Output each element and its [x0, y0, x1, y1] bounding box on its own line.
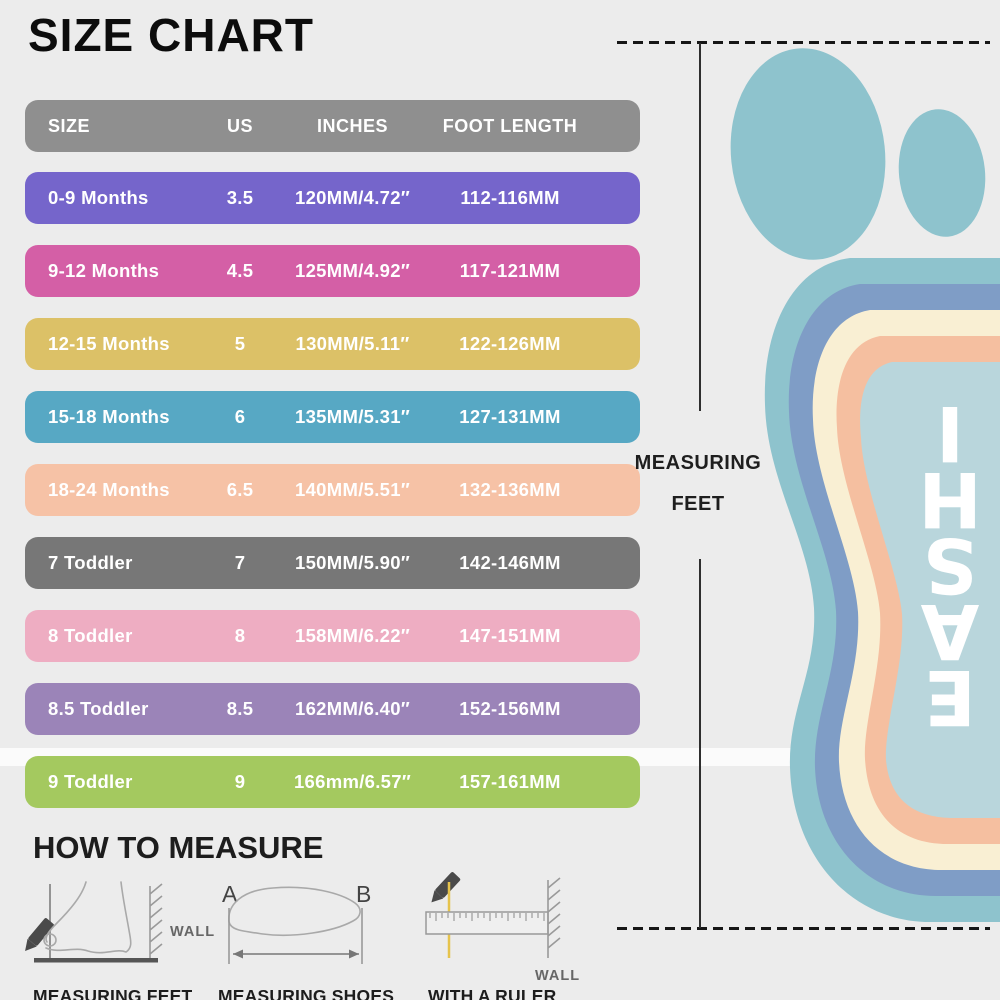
point-a-label: A: [222, 881, 238, 907]
foot-length-cell: 127-131MM: [459, 406, 561, 427]
wall-hatch-icon: [547, 877, 561, 958]
size-cell: 0-9 Months: [48, 187, 149, 208]
wall-hatch-icon: [149, 883, 163, 960]
inches-cell: 140MM/5.51″: [295, 479, 410, 500]
table-row: 8 Toddler 8 158MM/6.22″ 147-151MM: [25, 610, 640, 662]
pencil-icon: [431, 872, 461, 903]
us-cell: 8.5: [226, 698, 254, 719]
foot-length-cell: 122-126MM: [459, 333, 561, 354]
caption-with-a-ruler: WITH A RULER: [428, 986, 557, 1000]
inches-cell: 125MM/4.92″: [295, 260, 410, 281]
big-toe-shape: [730, 48, 886, 260]
second-toe-shape: [898, 109, 986, 237]
us-cell: 3.5: [226, 187, 254, 208]
size-cell: 15-18 Months: [48, 406, 170, 427]
pencil-icon: [25, 918, 54, 952]
foot-length-cell: 132-136MM: [459, 479, 561, 500]
ruler-illustration: WALL: [425, 872, 580, 984]
us-cell: 4.5: [226, 260, 254, 281]
foot-length-cell: 112-116MM: [460, 187, 560, 208]
ground-line: [34, 958, 158, 963]
table-row: 8.5 Toddler 8.5 162MM/6.40″ 152-156MM: [25, 683, 640, 735]
inches-cell: 162MM/6.40″: [295, 698, 410, 719]
size-cell: 18-24 Months: [48, 479, 170, 500]
table-row: 12-15 Months 5 130MM/5.11″ 122-126MM: [25, 318, 640, 370]
wall-label-2: WALL: [535, 968, 580, 984]
ruler-icon: [425, 911, 549, 935]
us-cell: 7: [234, 552, 246, 573]
header-inches: INCHES: [316, 115, 388, 136]
header-size: SIZE: [48, 115, 91, 136]
how-to-measure-heading: HOW TO MEASURE: [33, 830, 324, 865]
dashed-line-top: [617, 41, 990, 44]
size-cell: 8.5 Toddler: [48, 698, 149, 719]
header-us: US: [226, 115, 253, 136]
measuring-shoes-illustration: A B: [222, 881, 371, 964]
inches-cell: 135MM/5.31″: [295, 406, 410, 427]
table-row: 9 Toddler 9 166mm/6.57″ 157-161MM: [25, 756, 640, 808]
table-header: SIZE US INCHES FOOT LENGTH: [25, 100, 640, 152]
ruler-ticks: [429, 913, 545, 921]
dashed-line-bottom: [617, 927, 990, 930]
table-row: 0-9 Months 3.5 120MM/4.72″ 112-116MM: [25, 172, 640, 224]
size-cell: 8 Toddler: [48, 625, 133, 646]
us-cell: 5: [234, 333, 246, 354]
size-cell: 9 Toddler: [48, 771, 133, 792]
caption-measuring-shoes: MEASURING SHOES: [218, 986, 395, 1000]
measuring-feet-note-line1: MEASURING: [634, 452, 762, 474]
us-cell: 6.5: [226, 479, 254, 500]
size-cell: 7 Toddler: [48, 552, 133, 573]
header-foot-length: FOOT LENGTH: [442, 115, 578, 136]
table-row: 7 Toddler 7 150MM/5.90″ 142-146MM: [25, 537, 640, 589]
shoe-outline-sketch: [228, 886, 361, 937]
inches-cell: 166mm/6.57″: [293, 771, 412, 792]
foot-length-cell: 157-161MM: [459, 771, 561, 792]
size-table-rows: 0-9 Months 3.5 120MM/4.72″ 112-116MM 9-1…: [25, 172, 640, 829]
inches-cell: 158MM/6.22″: [295, 625, 410, 646]
foot-illustration: [730, 48, 1000, 922]
measuring-feet-note-line2: FEET: [671, 493, 725, 515]
size-cell: 9-12 Months: [48, 260, 160, 281]
us-cell: 6: [234, 406, 246, 427]
wall-label-1: WALL: [170, 924, 215, 940]
vertical-guide-upper: [699, 43, 701, 411]
inches-cell: 150MM/5.90″: [295, 552, 410, 573]
table-row: 9-12 Months 4.5 125MM/4.92″ 117-121MM: [25, 245, 640, 297]
brand-letter: E: [924, 653, 976, 742]
caption-measuring-feet: MEASURING FEET: [33, 986, 193, 1000]
vertical-guide-lower: [699, 559, 701, 928]
us-cell: 9: [234, 771, 246, 792]
page-title: SIZE CHART: [28, 9, 314, 61]
measuring-feet-illustration: WALL: [25, 881, 215, 963]
inches-cell: 130MM/5.11″: [295, 333, 410, 354]
foot-inner-area: [860, 362, 1000, 818]
point-b-label: B: [356, 881, 371, 907]
length-arrow: [233, 949, 359, 959]
us-cell: 8: [234, 625, 246, 646]
size-cell: 12-15 Months: [48, 333, 170, 354]
foot-sketch: [45, 881, 87, 943]
table-row: 15-18 Months 6 135MM/5.31″ 127-131MM: [25, 391, 640, 443]
foot-length-cell: 147-151MM: [459, 625, 561, 646]
foot-length-cell: 142-146MM: [459, 552, 561, 573]
foot-length-cell: 117-121MM: [459, 260, 561, 281]
table-row: 18-24 Months 6.5 140MM/5.51″ 132-136MM: [25, 464, 640, 516]
measuring-feet-note: MEASURING FEET: [612, 452, 784, 515]
foot-length-cell: 152-156MM: [459, 698, 561, 719]
inches-cell: 120MM/4.72″: [295, 187, 410, 208]
